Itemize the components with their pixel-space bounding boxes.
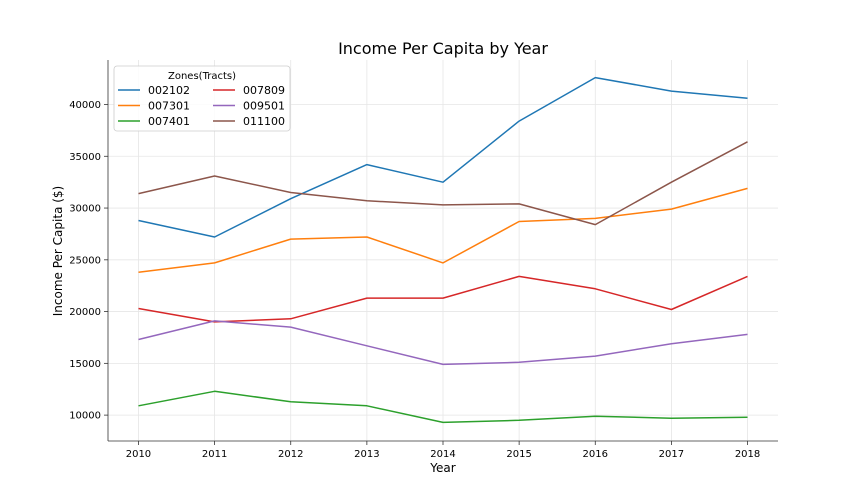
y-tick-label: 20000 — [69, 307, 101, 318]
y-ticks: 10000 15000 20000 25000 30000 35000 40000 — [69, 100, 108, 422]
x-tick-label: 2017 — [659, 449, 684, 460]
x-tick-label: 2010 — [126, 449, 151, 460]
series-lines — [138, 76, 748, 424]
x-tick-label: 2014 — [430, 449, 455, 460]
chart-title: Income Per Capita by Year — [338, 39, 548, 58]
legend-label-007301: 007301 — [148, 100, 190, 113]
y-tick-label: 30000 — [69, 204, 101, 215]
legend: Zones(Tracts) 00210200730100740100780900… — [113, 65, 291, 132]
series-line-011100 — [138, 141, 748, 226]
x-tick-label: 2013 — [354, 449, 379, 460]
series-line-007301 — [138, 187, 748, 273]
x-ticks: 2010 2011 2012 2013 2014 2015 2016 2017 2018 — [126, 441, 760, 460]
y-tick-label: 25000 — [69, 255, 101, 266]
series-line-002102 — [138, 76, 748, 238]
y-tick-label: 40000 — [69, 100, 101, 111]
x-tick-label: 2016 — [583, 449, 608, 460]
y-tick-label: 15000 — [69, 359, 101, 370]
x-tick-label: 2018 — [735, 449, 760, 460]
y-tick-label: 35000 — [69, 152, 101, 163]
x-axis-label: Year — [429, 461, 455, 475]
grid-lines — [108, 60, 778, 441]
legend-label-009501: 009501 — [243, 100, 285, 113]
x-tick-label: 2015 — [506, 449, 531, 460]
legend-title: Zones(Tracts) — [168, 71, 236, 82]
x-tick-label: 2011 — [202, 449, 227, 460]
legend-box — [113, 65, 291, 132]
legend-label-007809: 007809 — [243, 84, 285, 97]
series-line-009501 — [138, 320, 748, 366]
legend-label-002102: 002102 — [148, 84, 190, 97]
y-axis-label: Income Per Capita ($) — [51, 186, 65, 316]
legend-label-007401: 007401 — [148, 115, 190, 128]
series-line-007809 — [138, 275, 748, 323]
x-tick-label: 2012 — [278, 449, 303, 460]
y-tick-label: 10000 — [69, 411, 101, 422]
series-line-007401 — [138, 390, 748, 424]
legend-items: 002102 007301 007401 007809 009501 011100 — [118, 84, 285, 128]
legend-label-011100: 011100 — [243, 115, 285, 128]
